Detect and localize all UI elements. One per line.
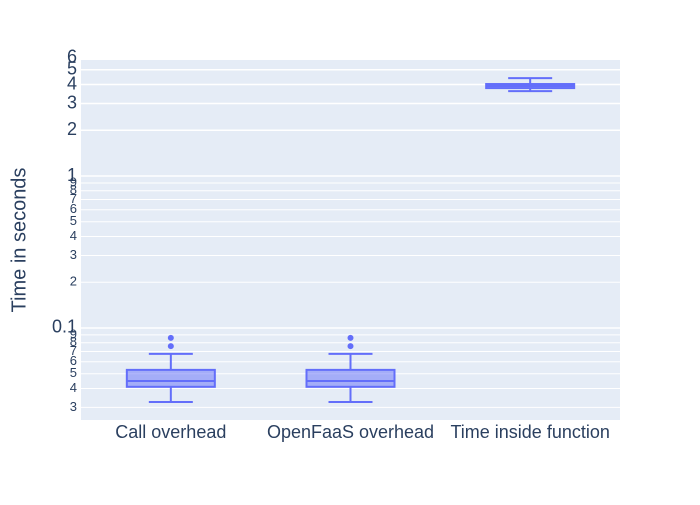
box bbox=[125, 368, 216, 388]
y-tick-label: 8 bbox=[70, 334, 77, 349]
y-tick-label: 6 bbox=[70, 201, 77, 216]
y-tick-label: 9 bbox=[70, 326, 77, 341]
y-tick-label: 7 bbox=[70, 343, 77, 358]
y-tick-label: 8 bbox=[70, 182, 77, 197]
y-tick-label: 3 bbox=[70, 247, 77, 262]
x-tick-label: Time inside function bbox=[450, 422, 609, 442]
outlier bbox=[347, 343, 354, 350]
box bbox=[305, 368, 396, 388]
y-tick-label: 5 bbox=[67, 59, 77, 79]
y-tick-label: 4 bbox=[67, 73, 77, 93]
y-tick-label: 0.1 bbox=[52, 317, 77, 337]
y-tick-label: 6 bbox=[70, 353, 77, 368]
y-tick-label: 5 bbox=[70, 365, 77, 380]
x-tick-label: OpenFaaS overhead bbox=[267, 422, 434, 442]
y-tick-label: 9 bbox=[70, 174, 77, 189]
y-tick-label: 4 bbox=[70, 228, 77, 243]
y-tick-label: 3 bbox=[67, 92, 77, 112]
x-tick-label: Call overhead bbox=[115, 422, 226, 442]
outlier bbox=[167, 334, 174, 341]
y-tick-label: 7 bbox=[70, 191, 77, 206]
y-tick-label: 4 bbox=[70, 380, 77, 395]
y-axis-title: Time in seconds bbox=[8, 168, 30, 313]
outlier bbox=[167, 343, 174, 350]
y-tick-label: 2 bbox=[67, 119, 77, 139]
y-tick-label: 5 bbox=[70, 213, 77, 228]
y-tick-label: 2 bbox=[70, 274, 77, 289]
y-tick-label: 3 bbox=[70, 399, 77, 414]
outlier bbox=[347, 334, 354, 341]
y-tick-label: 1 bbox=[67, 165, 77, 185]
y-tick-label: 6 bbox=[67, 47, 77, 67]
